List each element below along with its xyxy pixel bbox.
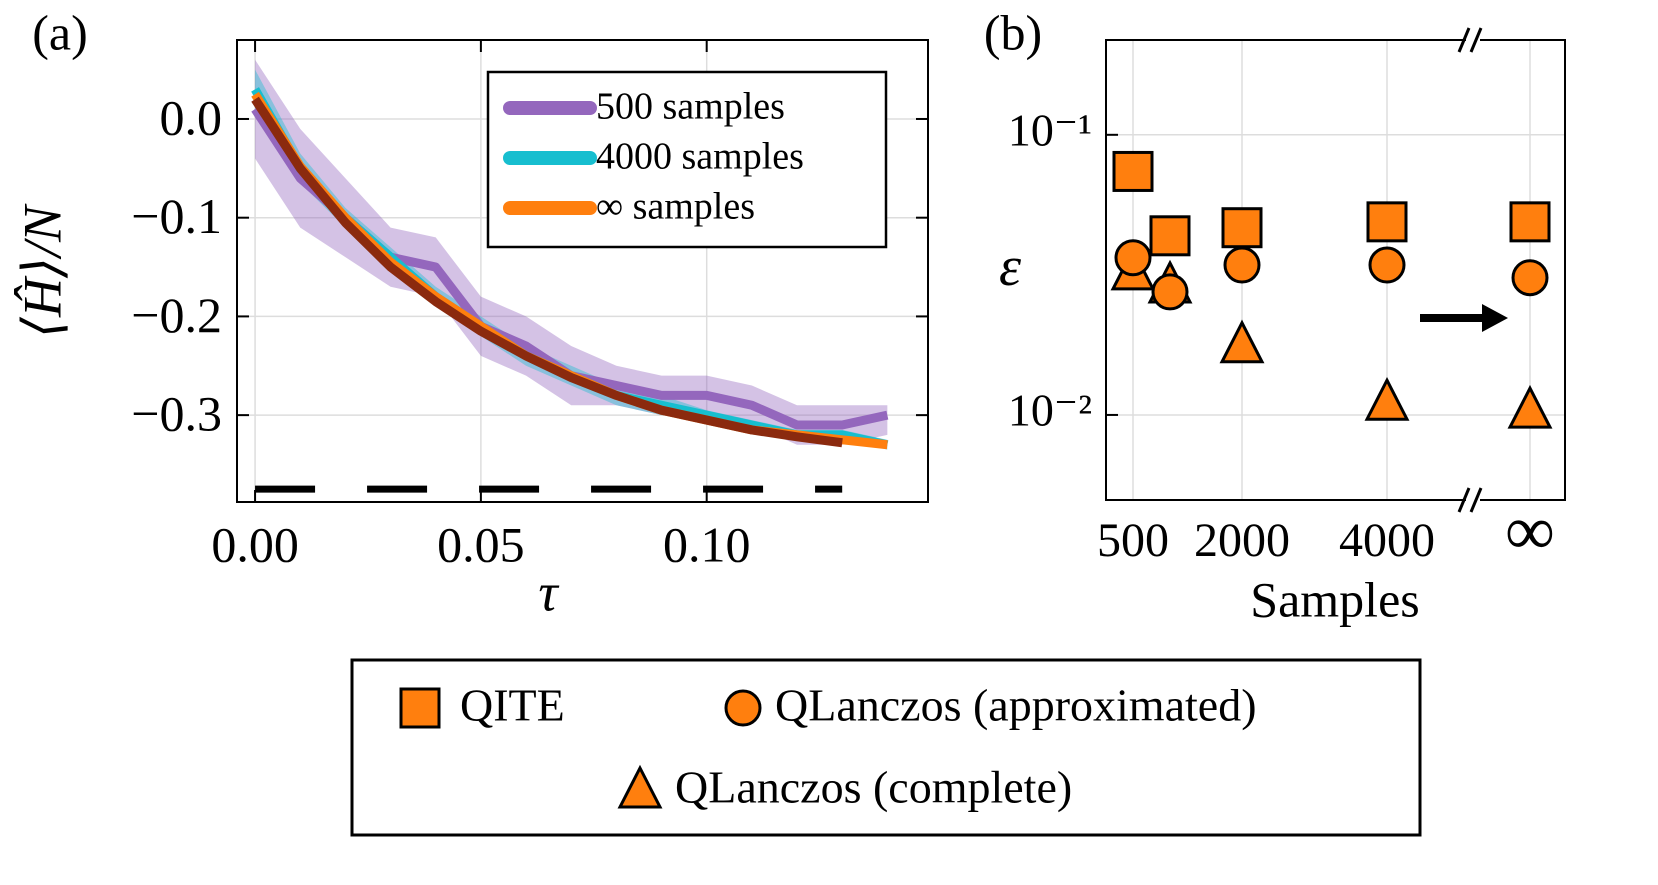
marker-triangle [1507, 384, 1553, 429]
x-tick-label: 2000 [1194, 514, 1290, 567]
legend-label: 4000 samples [596, 136, 804, 178]
y-tick-label: 0.0 [160, 89, 223, 145]
x-tick-label: 500 [1097, 514, 1169, 567]
legend: 500 samples 4000 samples ∞ samples [486, 70, 888, 249]
x-axis-label: Samples [1250, 571, 1419, 627]
marker-square [1509, 201, 1551, 243]
marker-square [1149, 215, 1191, 257]
plot-frame [1105, 39, 1566, 501]
marker-circle [1511, 259, 1549, 297]
legend: QITE QLanczos (approximated) QLanczos (com… [399, 680, 1257, 813]
y-axis-label: ε [999, 236, 1022, 298]
marker-square [1366, 201, 1408, 243]
x-tick-label: ∞ [1505, 493, 1555, 570]
marker-square [1221, 207, 1263, 249]
legend-label: QLanczos (complete) [675, 762, 1072, 813]
legend-label: QLanczos (approximated) [775, 680, 1257, 731]
y-tick-label: 10⁻¹ [1008, 104, 1092, 155]
series-line [251, 96, 843, 448]
legend-label: QITE [460, 680, 565, 731]
y-tick-label: −0.1 [131, 188, 222, 244]
y-tick-label: −0.3 [131, 386, 222, 442]
marker-triangle [1364, 376, 1410, 421]
y-tick-label: 10⁻² [1008, 385, 1092, 436]
x-tick-label: 0.10 [663, 516, 751, 572]
marker-circle [1223, 246, 1261, 284]
marker-circle [1151, 273, 1189, 311]
panel-label: (b) [984, 4, 1042, 60]
marker-triangle [617, 764, 663, 809]
marker-circle [724, 689, 762, 727]
marker-square [1112, 150, 1154, 192]
panel-label: (a) [32, 4, 88, 60]
x-tick-label: 0.05 [437, 516, 525, 572]
axis-break [1457, 27, 1483, 513]
marker-triangle [1219, 319, 1265, 364]
y-axis-label: ⟨Ĥ⟩/N [12, 203, 72, 338]
arrow [1420, 304, 1508, 332]
x-tick-label: 0.00 [211, 516, 299, 572]
x-tick-label: 4000 [1339, 514, 1435, 567]
marker-square [399, 687, 441, 729]
x-axis-label: τ [538, 562, 559, 622]
legend-label: ∞ samples [596, 186, 755, 228]
marker-circle [1368, 246, 1406, 284]
y-tick-label: −0.2 [131, 287, 222, 343]
legend-label: 500 samples [596, 86, 785, 128]
legend-box [350, 658, 1422, 837]
marker-circle [1114, 239, 1152, 277]
plot-frame [236, 39, 929, 503]
